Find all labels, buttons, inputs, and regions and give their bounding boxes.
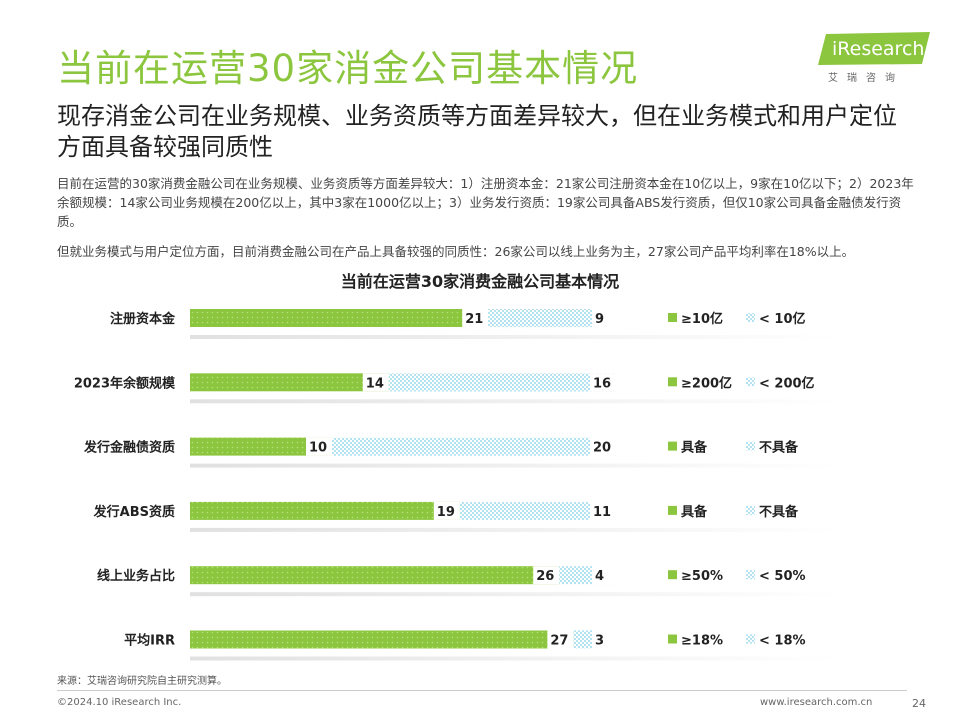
category-label: 注册资本金 <box>110 311 176 327</box>
legend-swatch-primary <box>668 570 677 580</box>
legend-swatch-secondary <box>746 634 755 644</box>
page-title: 当前在运营30家消金公司基本情况 <box>57 47 639 90</box>
bar-shadow <box>190 592 840 597</box>
legend-label-primary: 具备 <box>681 440 708 456</box>
legend-swatch-secondary <box>746 313 755 322</box>
value-label-box <box>592 630 616 649</box>
bar-shadow <box>190 335 840 339</box>
category-label: 2023年余额规模 <box>74 375 176 391</box>
legend-swatch-primary <box>668 634 677 644</box>
value-label-box <box>590 501 616 520</box>
bar-segment-primary <box>190 437 332 456</box>
legend-label-primary: ≥50% <box>681 569 723 584</box>
legend-label-primary: ≥200亿 <box>681 375 732 391</box>
logo-badge-icon <box>818 32 930 65</box>
value-label-primary: 19 <box>437 505 455 520</box>
bar-segment-primary <box>190 630 574 649</box>
legend-label-primary: ≥18% <box>681 634 723 649</box>
copyright: ©2024.10 iResearch Inc. <box>57 697 182 708</box>
value-label-primary: 27 <box>550 634 568 649</box>
legend-label-primary: ≥10亿 <box>681 311 723 327</box>
value-label-box <box>362 373 389 392</box>
value-label-primary: 26 <box>536 569 554 584</box>
value-label-box <box>533 566 560 585</box>
legend-label-secondary: 不具备 <box>759 440 799 456</box>
value-label-box <box>592 309 616 327</box>
category-label: 平均IRR <box>124 633 175 649</box>
value-label-box <box>547 630 574 649</box>
value-label-primary: 10 <box>309 441 327 456</box>
category-label: 发行金融债资质 <box>83 440 175 456</box>
page-number: 24 <box>912 697 926 710</box>
bar-shadow <box>190 656 840 661</box>
value-label-secondary: 4 <box>595 569 604 584</box>
category-label: 线上业务占比 <box>97 568 175 584</box>
legend-swatch-primary <box>668 505 677 515</box>
bar-segment-secondary <box>388 373 616 392</box>
chart-title: 当前在运营30家消费金融公司基本情况 <box>340 272 620 291</box>
legend-label-primary: 具备 <box>681 504 708 520</box>
legend-label-secondary: < 10亿 <box>759 311 806 327</box>
bar-segment-secondary <box>459 501 616 520</box>
value-label-secondary: 11 <box>593 505 611 520</box>
value-label-secondary: 20 <box>593 441 611 456</box>
value-label-box <box>592 566 616 585</box>
source-note: 来源：艾瑞咨询研究院自主研究测算。 <box>57 676 227 687</box>
legend-label-secondary: < 200亿 <box>759 375 815 391</box>
summary-paragraph-2: 但就业务模式与用户定位方面，目前消费金融公司在产品上具备较强的同质性：26家公司… <box>57 244 855 259</box>
legend-swatch-secondary <box>746 505 755 515</box>
legend-swatch-primary <box>668 377 677 387</box>
value-label-secondary: 16 <box>593 376 611 391</box>
value-label-primary: 21 <box>465 312 483 327</box>
value-label-primary: 14 <box>366 376 384 391</box>
bar-shadow <box>190 463 840 468</box>
bar-segment-primary <box>190 566 560 585</box>
category-label: 发行ABS资质 <box>93 504 175 520</box>
bar-shadow <box>190 399 840 404</box>
legend-label-secondary: < 50% <box>759 569 806 584</box>
footer-divider <box>57 690 907 691</box>
legend-swatch-primary <box>668 313 677 322</box>
summary-paragraph-1: 目前在运营的30家消费金融公司在业务规模、业务资质等方面差异较大：1）注册资本金… <box>57 176 914 229</box>
value-label-box <box>590 373 616 392</box>
bar-segment-primary <box>190 309 489 327</box>
value-label-secondary: 3 <box>595 634 604 649</box>
page-subtitle: 现存消金公司在业务规模、业务资质等方面差异较大，但在业务模式和用户定位方面具备较… <box>57 102 897 161</box>
value-label-secondary: 9 <box>595 312 604 327</box>
legend-swatch-secondary <box>746 570 755 580</box>
legend-swatch-secondary <box>746 441 755 451</box>
legend-swatch-primary <box>668 441 677 451</box>
bar-shadow <box>190 527 840 532</box>
legend-swatch-secondary <box>746 377 755 387</box>
bar-segment-secondary <box>488 309 616 327</box>
value-label-box <box>433 501 460 520</box>
bar-segment-secondary <box>332 437 616 456</box>
bar-segment-primary <box>190 501 460 520</box>
website-link[interactable]: www.iresearch.com.cn <box>760 697 873 708</box>
value-label-box <box>306 437 332 456</box>
value-label-box <box>590 437 616 456</box>
iresearch-logo: iResearch 艾瑞咨询 <box>818 32 933 87</box>
logo-text: iResearch <box>832 38 925 60</box>
bar-segment-primary <box>190 373 389 392</box>
logo-subtext: 艾瑞咨询 <box>828 73 904 84</box>
legend-label-secondary: < 18% <box>759 634 806 649</box>
legend-label-secondary: 不具备 <box>759 504 799 520</box>
value-label-box <box>462 309 489 327</box>
